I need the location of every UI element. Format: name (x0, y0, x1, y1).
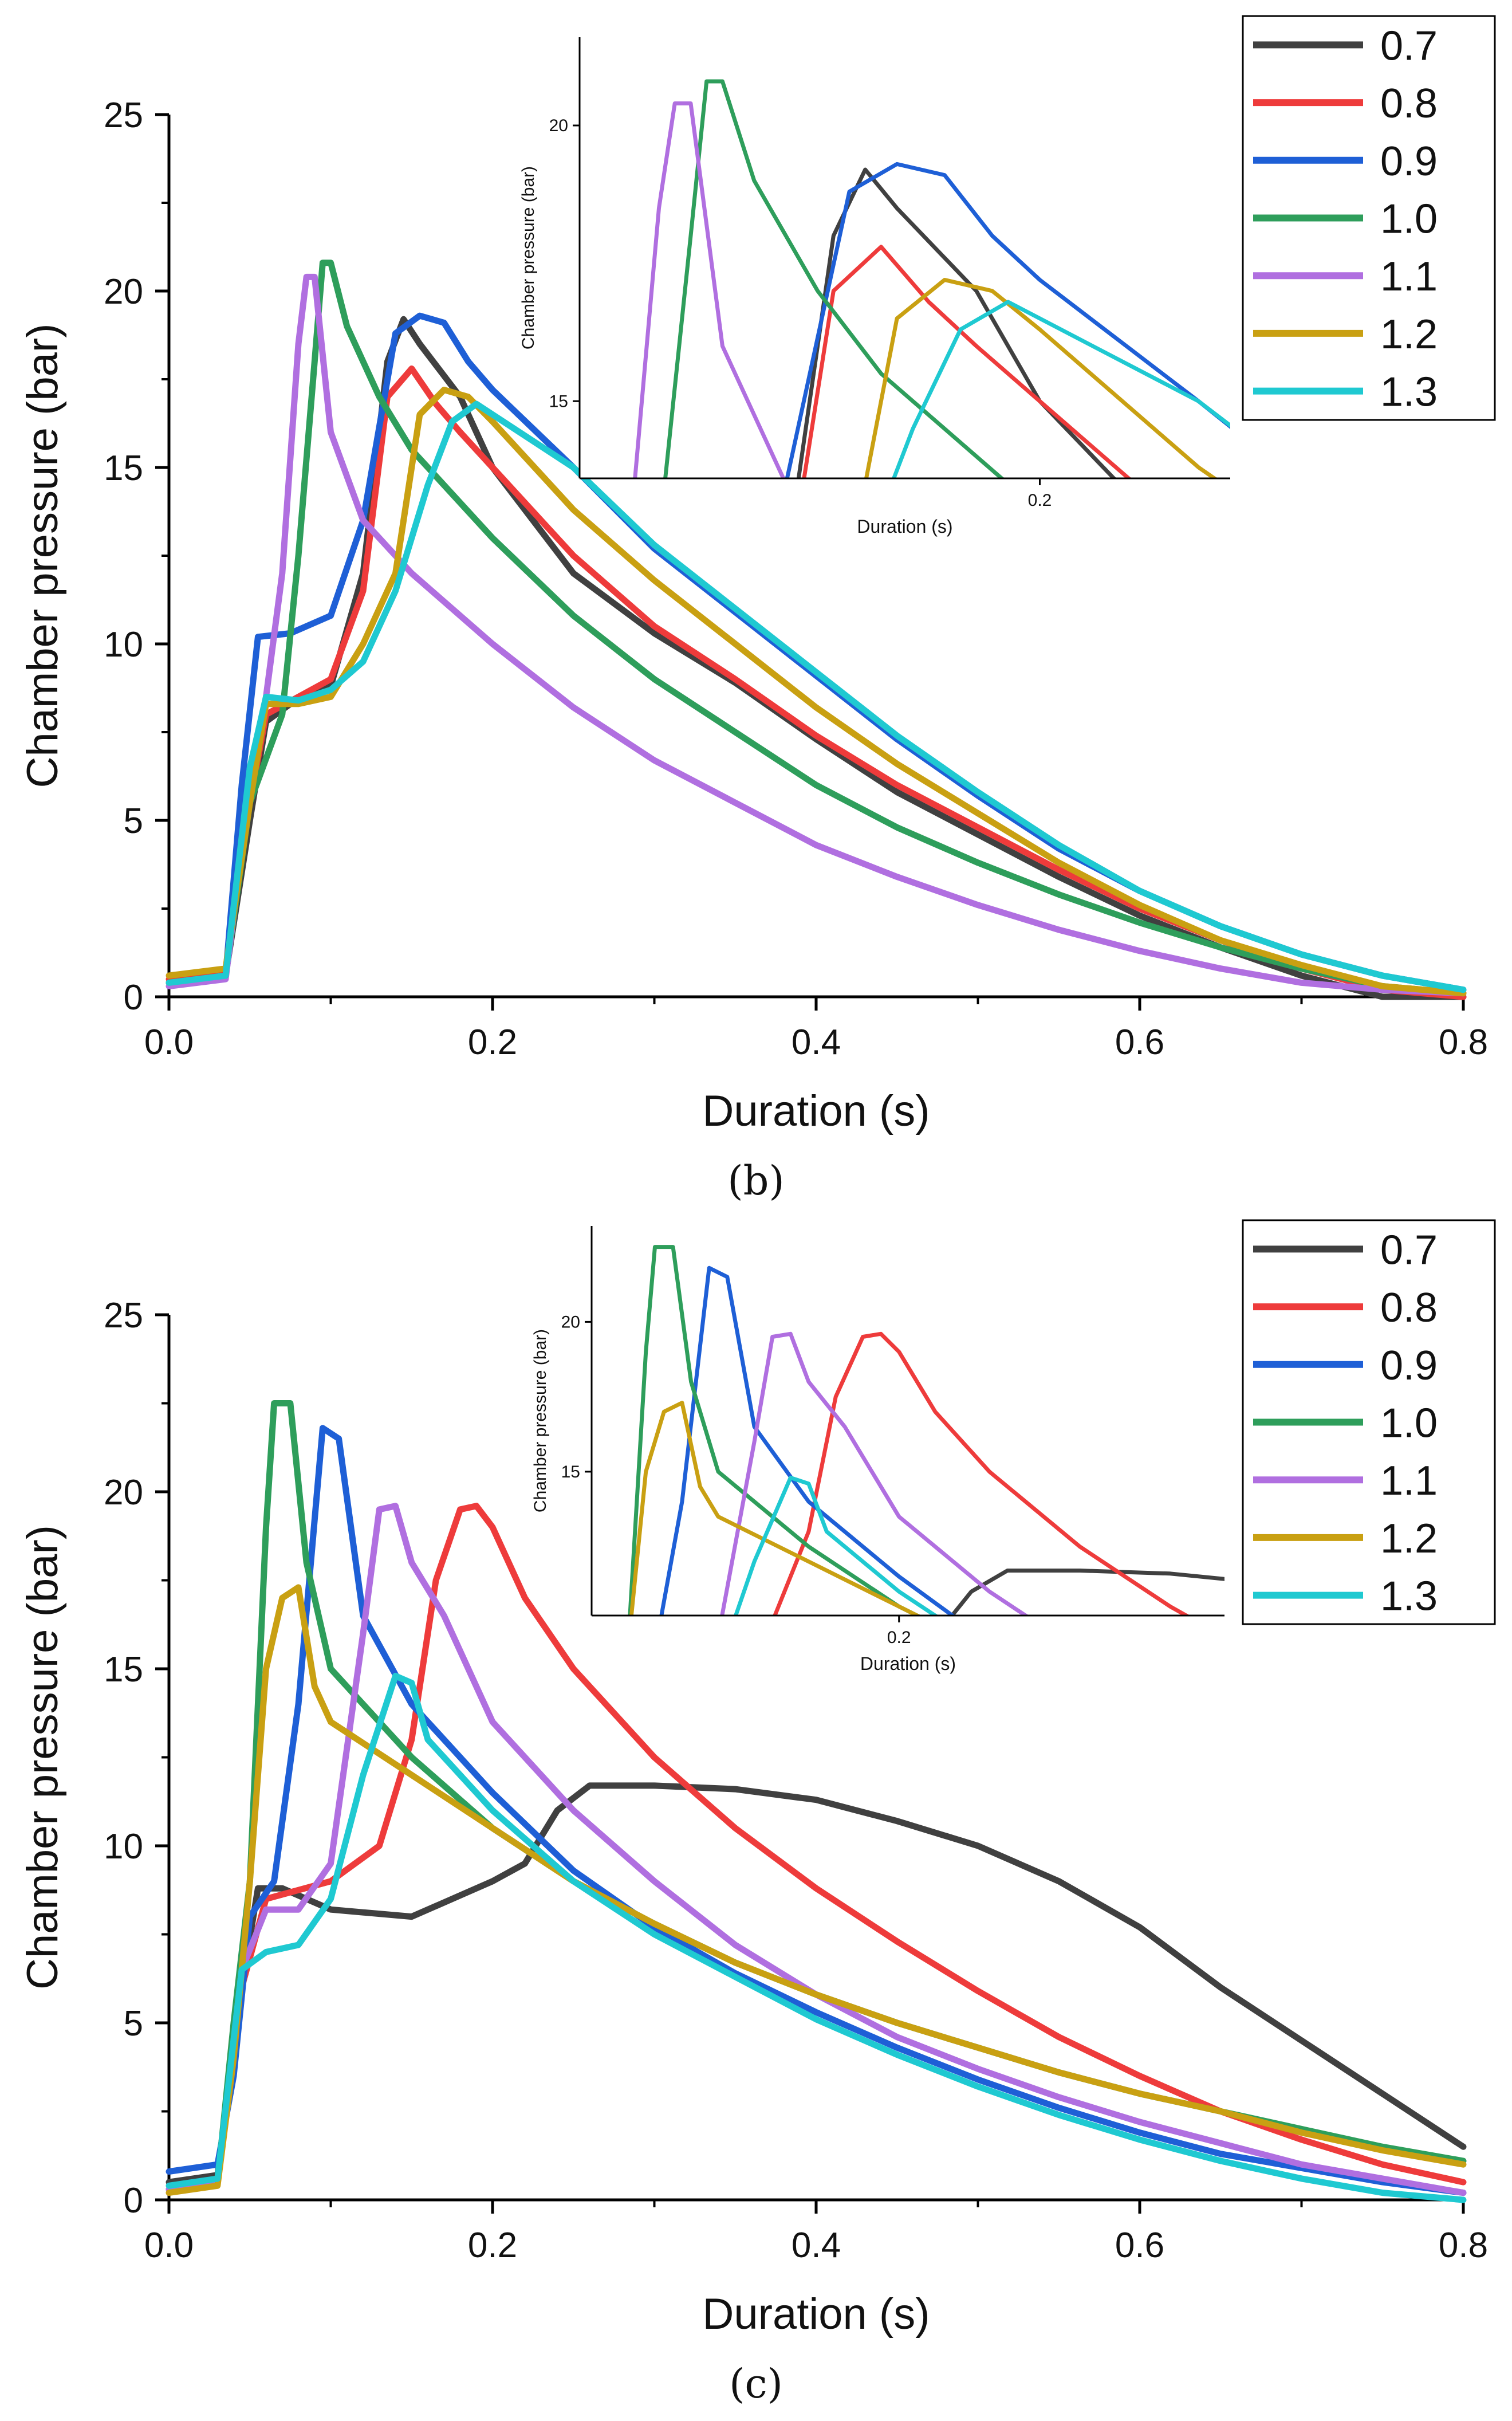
legend-label-0.9: 0.9 (1380, 1343, 1438, 1389)
series-group (166, 1400, 1467, 2203)
legend-label-1.1: 1.1 (1380, 254, 1438, 300)
inset-x-axis-title: Duration (s) (860, 1653, 956, 1674)
inset-y-tick-label: 20 (561, 1312, 580, 1331)
inset-series-line-1.3 (891, 300, 1230, 478)
inset-x-tick-label: 0.2 (1028, 491, 1052, 510)
inset-x-axis-title: Duration (s) (857, 516, 952, 537)
series-line-0.9 (166, 1425, 1467, 2196)
x-tick-label: 0.8 (1439, 2226, 1488, 2265)
legend-label-1.1: 1.1 (1380, 1458, 1438, 1504)
legend-label-1.0: 1.0 (1380, 196, 1438, 242)
y-tick-label: 25 (104, 96, 143, 135)
inset-series-group (633, 79, 1230, 478)
inset-background (592, 1226, 1224, 1616)
inset-series-line-1.2 (864, 278, 1218, 478)
legend: 0.7 0.8 0.9 1.0 1.1 1.2 1.3 (1242, 1219, 1496, 1625)
legend-label-1.3: 1.3 (1380, 1574, 1438, 1620)
chart-panel-c: 0.0 0.2 0.4 0.6 0.8 0 5 10 15 20 25 Duration (s) Cha… (18, 1219, 1496, 2407)
series-line-1.0 (166, 260, 1467, 997)
y-tick-label: 5 (124, 801, 143, 841)
panel-label: (b) (727, 1157, 784, 1204)
inset-y-axis-title: Chamber pressure (bar) (519, 166, 538, 349)
x-tick-label: 0.0 (144, 1023, 194, 1062)
inset-y-tick-label: 20 (549, 116, 568, 135)
y-tick-label: 15 (104, 1650, 143, 1689)
legend-label-0.9: 0.9 (1380, 139, 1438, 184)
legend-label-0.8: 0.8 (1380, 1285, 1438, 1331)
inset-series-line-1.2 (629, 1401, 922, 1616)
legend: 0.7 0.8 0.9 1.0 1.1 1.2 1.3 (1242, 15, 1496, 421)
y-tick-label: 10 (104, 625, 143, 665)
x-tick-label: 0.0 (144, 2226, 194, 2265)
y-tick-label: 25 (104, 1296, 143, 1335)
x-tick-label: 0.2 (468, 1023, 517, 1062)
y-axis-title: Chamber pressure (bar) (18, 324, 67, 788)
y-tick-label: 0 (124, 2181, 143, 2220)
x-tick-label: 0.4 (792, 1023, 841, 1062)
inset-chart: 0.2 15 20 Duration (s) Chamber pressure (bar… (519, 37, 1230, 537)
x-tick-label: 0.6 (1115, 1023, 1164, 1062)
inset-series-line-0.8 (802, 245, 1132, 478)
y-tick-label: 0 (124, 978, 143, 1017)
inset-series-line-0.8 (773, 1331, 1191, 1616)
y-tick-label: 20 (104, 1473, 143, 1512)
y-tick-label: 15 (104, 449, 143, 488)
series-line-1.2 (166, 387, 1467, 997)
x-axis-title: Duration (s) (703, 1087, 930, 1135)
legend-label-1.0: 1.0 (1380, 1401, 1438, 1447)
inset-series-line-0.7 (949, 1569, 1224, 1616)
series-line-1.1 (166, 273, 1467, 997)
series-line-1.1 (166, 1503, 1467, 2196)
x-tick-label: 0.8 (1439, 1023, 1488, 1062)
inset-y-axis-title: Chamber pressure (bar) (531, 1329, 550, 1512)
y-axis-title: Chamber pressure (bar) (18, 1525, 67, 1990)
y-tick-label: 5 (124, 2004, 143, 2043)
inset-series-group (628, 1245, 1224, 1616)
y-tick-label: 20 (104, 272, 143, 312)
x-tick-label: 0.6 (1115, 2226, 1164, 2265)
legend-label-0.7: 0.7 (1380, 23, 1438, 69)
inset-series-line-1.0 (628, 1245, 922, 1616)
x-tick-label: 0.4 (792, 2226, 841, 2265)
inset-chart: 0.2 15 20 Duration (s) Chamber pressure (bar… (531, 1226, 1224, 1674)
legend-label-1.3: 1.3 (1380, 370, 1438, 415)
legend-label-1.2: 1.2 (1380, 1516, 1438, 1562)
series-line-1.3 (166, 400, 1467, 993)
legend-label-0.7: 0.7 (1380, 1227, 1438, 1273)
legend-label-0.8: 0.8 (1380, 81, 1438, 127)
x-axis-title: Duration (s) (703, 2290, 930, 2339)
series-line-1.3 (166, 1672, 1467, 2203)
series-group (166, 260, 1467, 1000)
inset-x-tick-label: 0.2 (887, 1628, 911, 1647)
inset-y-tick-label: 15 (549, 392, 568, 411)
chart-panel-b: 0.0 0.2 0.4 0.6 0.8 0 5 10 15 20 25 Duration (s) Cha… (18, 15, 1496, 1204)
inset-y-tick-label: 15 (561, 1463, 580, 1481)
inset-series-line-1.1 (720, 1331, 1029, 1616)
y-tick-label: 10 (104, 1827, 143, 1866)
legend-label-1.2: 1.2 (1380, 312, 1438, 357)
panel-label: (c) (729, 2360, 783, 2407)
inset-series-line-0.9 (785, 162, 1230, 478)
x-tick-label: 0.2 (468, 2226, 517, 2265)
